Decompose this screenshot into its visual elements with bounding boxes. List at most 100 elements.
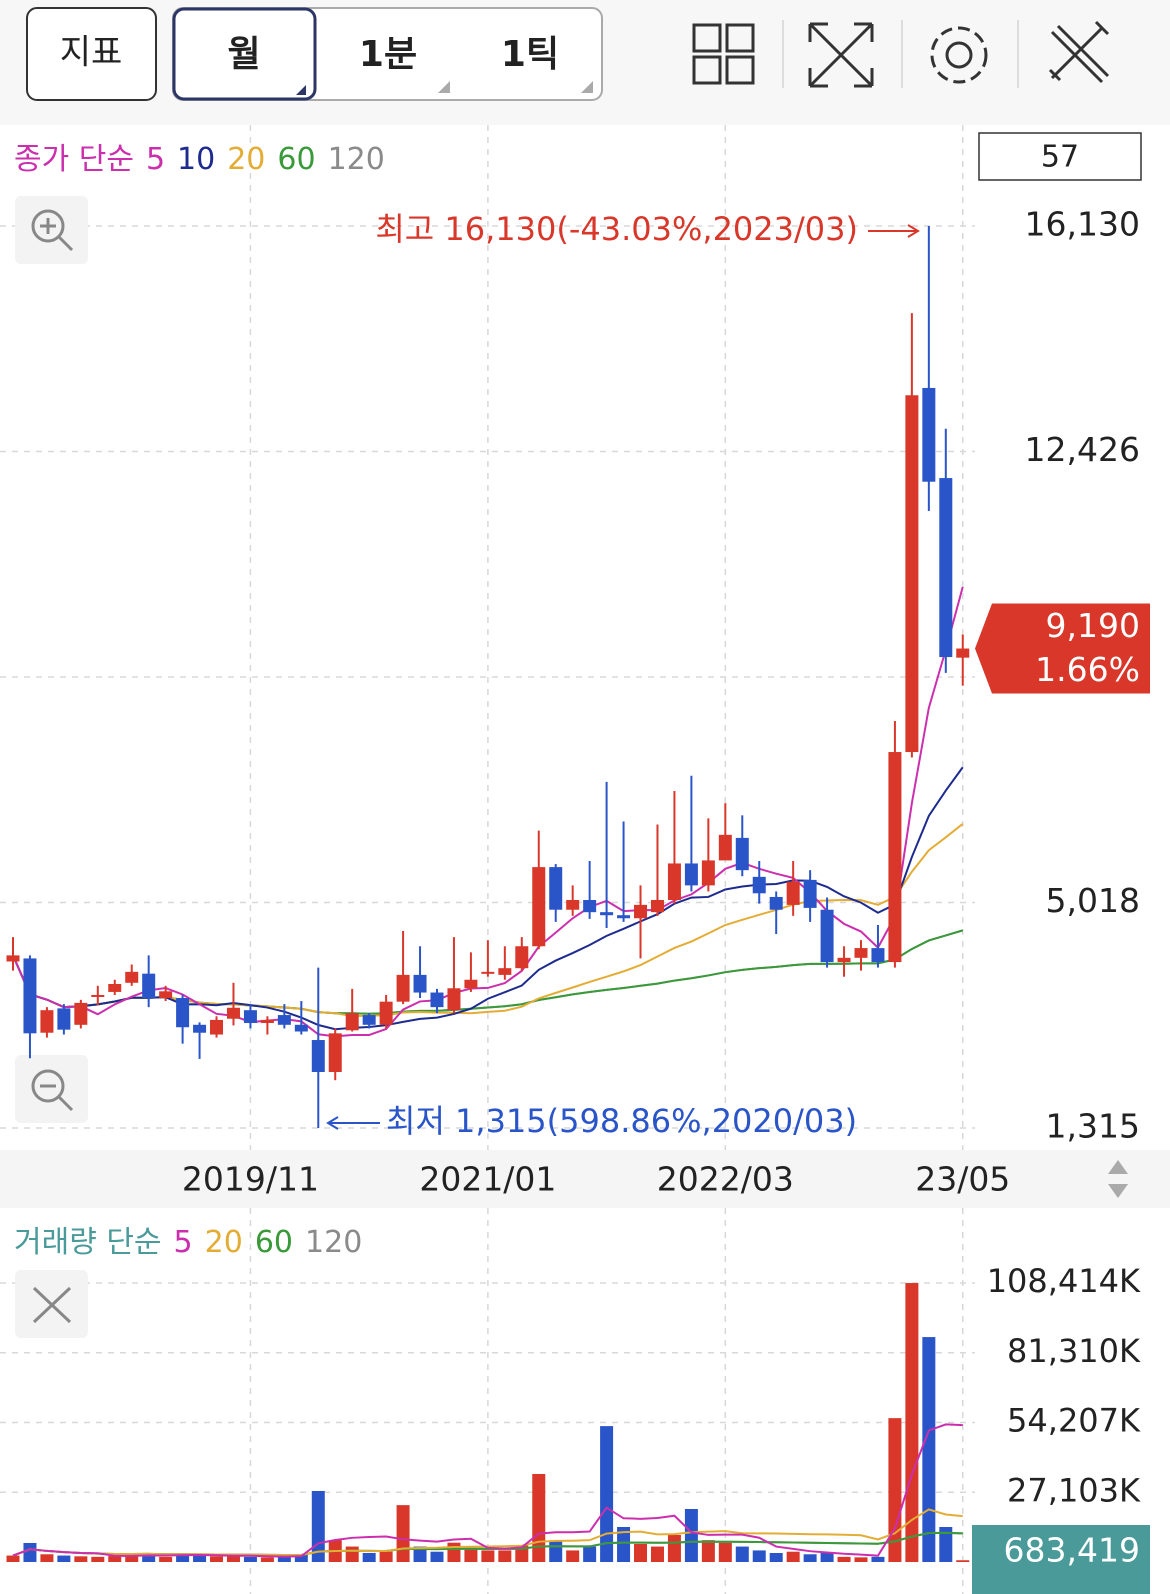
- volume-bar: [277, 1557, 291, 1562]
- candle-body: [294, 1024, 308, 1032]
- tools-icon[interactable]: [1048, 20, 1110, 84]
- candle-body: [413, 974, 427, 993]
- volume-bar: [532, 1473, 546, 1562]
- candle-body: [566, 899, 580, 910]
- candle-body: [650, 899, 664, 913]
- count-box: [978, 132, 1142, 181]
- candle-body: [549, 867, 563, 910]
- volume-bar: [871, 1556, 885, 1562]
- candle-body: [226, 1007, 240, 1019]
- volume-bar: [23, 1542, 37, 1562]
- candle-body: [515, 946, 529, 969]
- volume-bar: [939, 1527, 953, 1562]
- indicator-header: 거래량 단순 5 20 60 120: [14, 1225, 362, 1260]
- candle-body: [311, 1040, 325, 1072]
- candle-body: [667, 863, 681, 900]
- dropdown-mark: [296, 85, 306, 95]
- volume-bar: [379, 1551, 393, 1562]
- ma-period: 60: [277, 142, 315, 177]
- dropdown-mark: [438, 81, 450, 93]
- candle-body: [6, 955, 20, 962]
- candle-body: [57, 1008, 71, 1030]
- volume-plot: [6, 1283, 970, 1562]
- settings-icon[interactable]: [930, 26, 988, 84]
- ma-period: 20: [205, 1225, 243, 1260]
- volume-bar: [464, 1547, 478, 1562]
- volume-bar: [345, 1546, 359, 1562]
- candle-body: [888, 752, 902, 963]
- y-tick-label: 1,315: [1046, 1107, 1140, 1146]
- candle-body: [362, 1015, 376, 1025]
- volume-bar: [260, 1557, 274, 1562]
- ma-period: 5: [146, 142, 165, 177]
- volume-bar: [74, 1556, 88, 1562]
- high-annotation: 최고 16,130(-43.03%,2023/03): [375, 210, 858, 248]
- indicator-button[interactable]: [26, 7, 157, 101]
- dropdown-mark: [581, 81, 593, 93]
- candle-body: [396, 974, 410, 1002]
- ma-period: 120: [305, 1225, 362, 1260]
- volume-bar: [6, 1555, 20, 1562]
- volume-bar: [820, 1552, 834, 1562]
- candle-body: [956, 648, 970, 658]
- last-price-label: 9,190: [1046, 606, 1140, 645]
- volume-bar: [57, 1555, 71, 1562]
- month-button[interactable]: [172, 7, 317, 101]
- candle-body: [905, 395, 919, 753]
- candle-body: [752, 876, 766, 894]
- ma-period: 20: [227, 142, 265, 177]
- volume-bar: [701, 1540, 715, 1562]
- candle-body: [277, 1015, 291, 1025]
- candle-body: [871, 948, 885, 963]
- x-tick-label: 2021/01: [419, 1160, 556, 1199]
- x-tick-label: 23/05: [915, 1160, 1010, 1199]
- candle-body: [532, 867, 546, 947]
- candle-body: [193, 1024, 207, 1033]
- volume-bar: [803, 1554, 817, 1562]
- fullscreen-icon[interactable]: [808, 22, 874, 88]
- candle-body: [345, 1013, 359, 1031]
- volume-bar: [176, 1554, 190, 1562]
- zoom-in-button[interactable]: [15, 196, 88, 264]
- volume-bar: [634, 1543, 648, 1562]
- volume-bar: [430, 1551, 444, 1562]
- layout-icon[interactable]: [692, 23, 755, 85]
- axis-scroll[interactable]: [1108, 1160, 1128, 1198]
- zoom-out-button[interactable]: [15, 1055, 88, 1123]
- volume-bar: [311, 1490, 325, 1562]
- candle-body: [939, 478, 953, 658]
- button-label: 지표: [60, 33, 123, 73]
- candle-body: [684, 863, 698, 886]
- candle-body: [600, 912, 614, 916]
- last-volume-label: 683,419: [1004, 1531, 1140, 1570]
- candle-body: [617, 915, 631, 919]
- candle-body: [735, 837, 749, 871]
- last-volume-tag: [972, 1525, 1150, 1594]
- button-label: 1틱: [501, 34, 559, 75]
- candle-body: [922, 387, 936, 482]
- button-label: 월: [227, 34, 260, 75]
- candle-body: [854, 948, 868, 958]
- candle-body: [159, 991, 173, 999]
- volume-bar: [294, 1554, 308, 1562]
- y-tick-label: 108,414K: [987, 1262, 1141, 1300]
- volume-bar: [752, 1550, 766, 1562]
- price-plot: [6, 226, 970, 1128]
- volume-bar: [837, 1556, 851, 1562]
- high-arrow: [868, 224, 920, 238]
- candle-body: [447, 988, 461, 1011]
- candle-body: [634, 904, 648, 919]
- close-volume-button[interactable]: [15, 1270, 88, 1338]
- y-tick-label: 27,103K: [1007, 1471, 1141, 1509]
- volume-bar: [193, 1555, 207, 1562]
- volume-bar: [447, 1542, 461, 1562]
- volume-bar: [600, 1426, 614, 1562]
- volume-bar: [667, 1534, 681, 1562]
- last-change-label: 1.66%: [1035, 650, 1140, 689]
- button-label: 1분: [359, 34, 417, 75]
- candle-body: [583, 899, 597, 913]
- volume-bar: [786, 1551, 800, 1562]
- y-tick-label: 54,207K: [1007, 1402, 1141, 1440]
